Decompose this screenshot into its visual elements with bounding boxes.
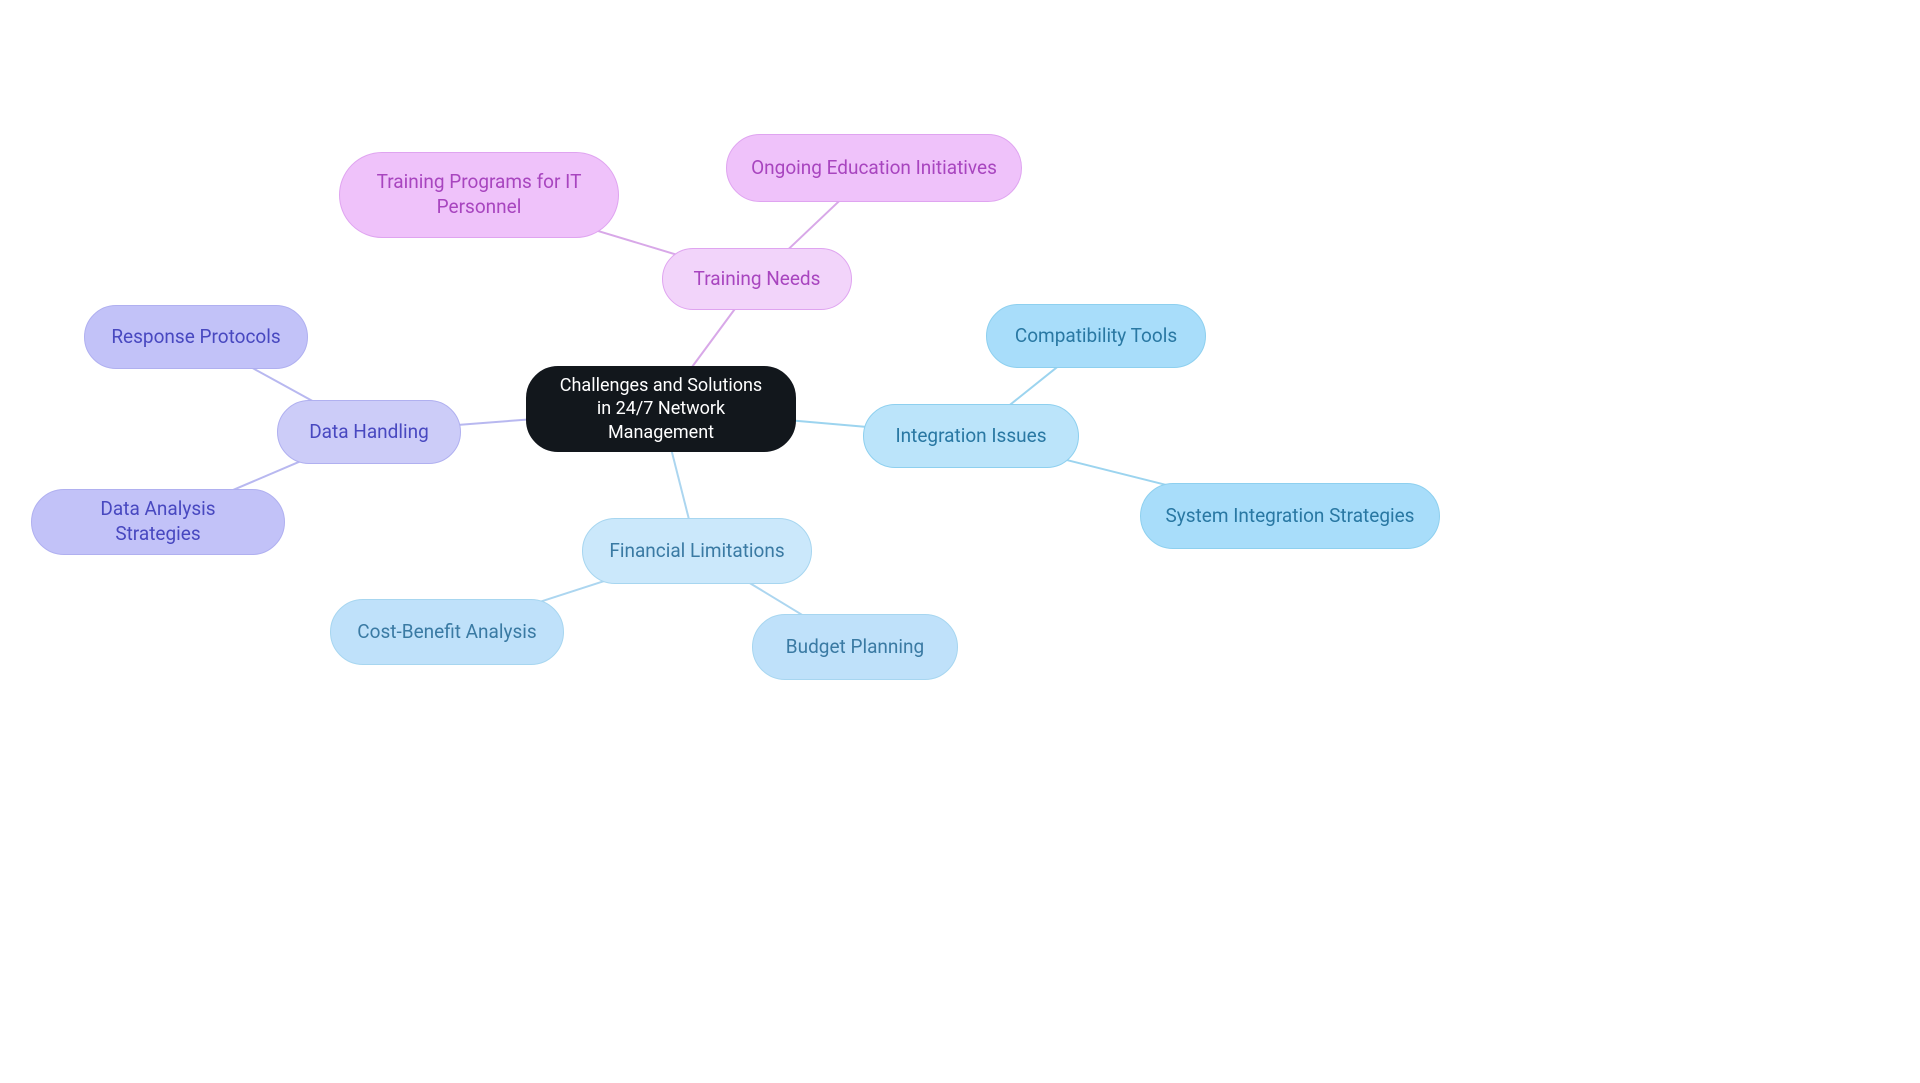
node-label: Training Programs for IT Personnel (364, 170, 594, 219)
node-ongoing-education: Ongoing Education Initiatives (726, 134, 1022, 202)
node-training-programs: Training Programs for IT Personnel (339, 152, 619, 238)
node-data-analysis: Data Analysis Strategies (31, 489, 285, 555)
node-label: Financial Limitations (609, 539, 784, 564)
node-label: Response Protocols (111, 325, 280, 350)
node-data-handling: Data Handling (277, 400, 461, 464)
node-label: Cost-Benefit Analysis (357, 620, 536, 645)
node-response-protocols: Response Protocols (84, 305, 308, 369)
node-label: Training Needs (694, 267, 821, 292)
node-label: Integration Issues (895, 424, 1046, 449)
node-budget-planning: Budget Planning (752, 614, 958, 680)
node-label: Challenges and Solutions in 24/7 Network… (551, 374, 771, 444)
node-label: Data Handling (309, 420, 429, 445)
node-label: System Integration Strategies (1165, 504, 1414, 529)
node-label: Compatibility Tools (1015, 324, 1177, 349)
node-system-integration: System Integration Strategies (1140, 483, 1440, 549)
node-label: Budget Planning (786, 635, 924, 660)
node-label: Ongoing Education Initiatives (751, 156, 997, 181)
node-training-needs: Training Needs (662, 248, 852, 310)
node-label: Data Analysis Strategies (56, 497, 260, 546)
node-center: Challenges and Solutions in 24/7 Network… (526, 366, 796, 452)
node-integration-issues: Integration Issues (863, 404, 1079, 468)
node-cost-benefit: Cost-Benefit Analysis (330, 599, 564, 665)
node-compatibility-tools: Compatibility Tools (986, 304, 1206, 368)
mindmap-diagram: Challenges and Solutions in 24/7 Network… (0, 0, 1920, 1083)
node-financial-limitations: Financial Limitations (582, 518, 812, 584)
